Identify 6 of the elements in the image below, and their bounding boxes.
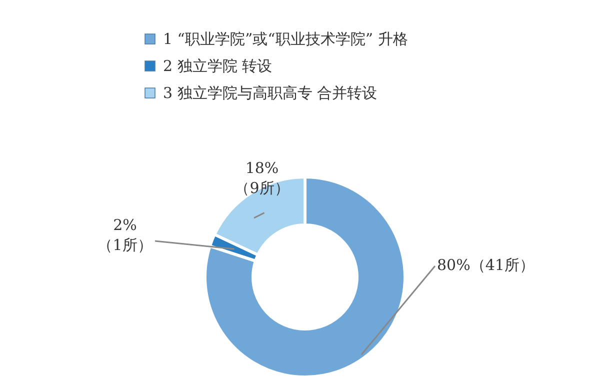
legend-label: 1 “职业学院”或“职业技术学院” 升格 bbox=[163, 30, 408, 48]
legend-label: 3 独立学院与高职高专 合并转设 bbox=[163, 84, 378, 102]
data-label: 80%（41所） bbox=[437, 256, 534, 274]
legend-label: 2 独立学院 转设 bbox=[163, 57, 272, 75]
data-label: 2% （1所） bbox=[98, 216, 152, 254]
data-label: 18% （9所） bbox=[234, 159, 290, 197]
